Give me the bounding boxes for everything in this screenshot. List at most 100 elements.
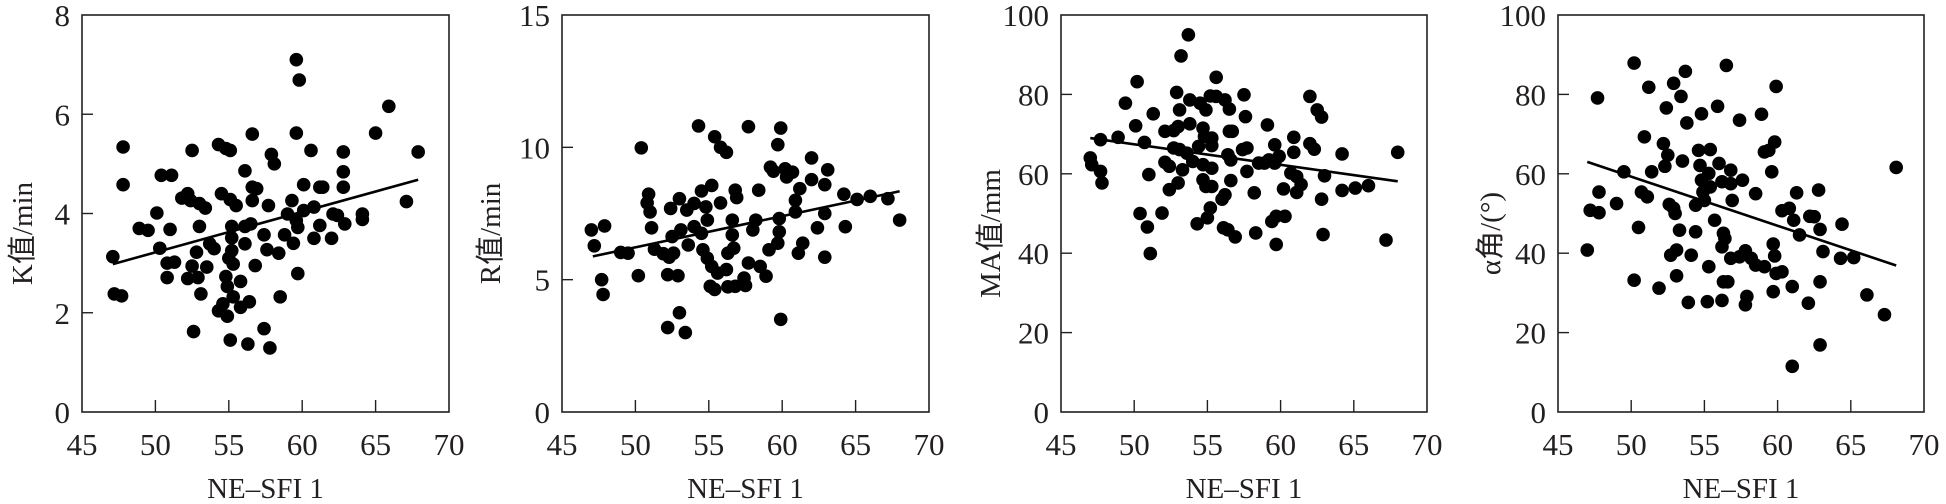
data-point [634,141,649,155]
data-point [1175,163,1190,177]
data-point [1816,244,1830,259]
data-point [1691,143,1706,158]
data-point [1209,70,1223,85]
data-point [1661,148,1675,162]
data-point [1204,179,1219,194]
data-point [1725,193,1740,208]
data-point [289,126,304,140]
data-point [1672,223,1687,237]
data-point [1228,230,1243,244]
data-point [1286,145,1301,160]
scatter-panel-k-value: K值/min NE–SFI 1 45 50 55 60 65 70 0 2 4 6 8 [6,0,465,504]
x-tick-label: 70 [434,427,465,462]
y-axis-label: K值/min [6,181,39,285]
data-point [1631,220,1646,235]
x-tick-label: 70 [914,427,945,462]
y-tick-label: 0 [535,395,551,430]
data-point [1247,186,1262,200]
data-point [219,269,233,284]
data-point [238,164,252,178]
data-point [1782,201,1797,216]
data-point [772,224,787,239]
data-point [226,257,241,271]
y-tick-label: 8 [55,0,71,33]
data-point [1846,250,1861,265]
data-point [336,165,351,179]
data-point [1183,116,1197,131]
data-point [1260,118,1275,132]
x-tick-label: 65 [360,427,391,462]
plot-frame [1557,14,1925,413]
data-point [1723,163,1738,178]
data-point [741,256,756,270]
data-point [738,278,753,293]
data-point [1199,103,1213,117]
data-point [1190,217,1204,231]
data-point [248,258,263,273]
data-point [199,260,214,274]
data-point [296,177,311,192]
data-point [1719,58,1734,73]
data-point [1238,109,1253,124]
x-tick-label: 45 [67,427,98,462]
data-point [1303,89,1317,104]
data-point [587,238,602,253]
data-point [289,213,304,228]
data-point [336,145,351,159]
data-point [817,177,832,192]
data-point [766,164,781,178]
data-point [399,194,414,209]
data-point [355,212,370,227]
data-point [1688,224,1703,239]
data-point [1659,101,1674,115]
data-point [1314,110,1329,124]
data-point [1248,226,1263,240]
plot-frame [561,14,930,413]
data-point [1833,251,1848,266]
data-point [1169,85,1184,100]
plot-frame [1060,14,1428,413]
data-point [671,268,685,283]
x-tick-label: 55 [1192,427,1223,462]
x-tick-label: 50 [1616,427,1647,462]
data-point [837,187,851,201]
data-point [1767,135,1782,149]
data-point [1694,107,1709,121]
data-point [257,228,271,242]
data-point [1146,107,1161,121]
data-point [167,255,182,269]
data-point [678,325,693,340]
data-point [223,143,238,158]
scatter-panel-alpha-angle: α角/(°) NE–SFI 1 45 50 55 60 65 70 0 20 40 60 80 100 [1474,0,1940,504]
data-point [1361,178,1376,193]
data-point [245,193,260,208]
data-point [1644,165,1659,179]
data-point [260,242,274,257]
data-point [1590,91,1605,105]
data-point [1860,288,1874,302]
data-point [1652,281,1666,295]
data-point [1766,237,1781,251]
data-point [1390,145,1405,160]
data-point [263,341,277,355]
data-point [1877,307,1892,322]
data-point [1286,130,1301,145]
data-point [1703,180,1718,194]
data-point [1813,274,1827,289]
data-point [1278,209,1292,224]
y-axis-label: α角/(°) [1474,192,1507,275]
scatter-panel-ma-value: MA值/mm NE–SFI 1 45 50 55 60 65 70 0 20 40 60 80 100 [974,0,1443,504]
data-point [290,266,305,281]
data-point [1379,233,1393,247]
y-tick-label: 10 [519,130,550,165]
data-point [1335,183,1349,198]
data-point [699,200,713,214]
data-point [719,262,734,277]
x-tick-label: 55 [1689,427,1720,462]
x-tick-label: 60 [287,427,318,462]
y-tick-label: 20 [1018,316,1049,351]
data-point [725,228,740,242]
data-point [238,236,252,251]
y-tick-label: 5 [535,263,551,298]
